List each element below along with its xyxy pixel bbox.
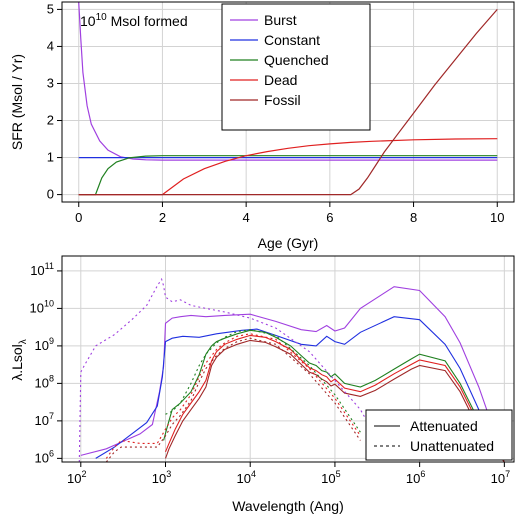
sed-legend-label-unattenuated: Unattenuated xyxy=(410,438,494,454)
sed-series-quenched-unattenuated xyxy=(165,329,361,433)
sed-x-axis: 102 103 104 105 106 107 xyxy=(67,462,510,486)
sed-x-tick-exponent: 6 xyxy=(420,469,425,479)
sed-y-axis-label-sub: λ xyxy=(18,339,29,344)
sfr-x-tick-label: 2 xyxy=(159,210,166,225)
sed-y-tick-label: 1010 xyxy=(30,298,54,315)
sfr-legend-label-fossil: Fossil xyxy=(264,92,301,108)
sfr-x-tick-label: 8 xyxy=(410,210,417,225)
sfr-legend-label-dead: Dead xyxy=(264,72,297,88)
sed-y-tick-label: 107 xyxy=(35,411,54,428)
sfr-plot-frame xyxy=(61,1,515,203)
sed-x-tick-label: 104 xyxy=(236,469,255,486)
sed-y-tick-exponent: 6 xyxy=(49,448,54,458)
sed-x-tick-exponent: 7 xyxy=(505,469,510,479)
sed-x-tick-label: 103 xyxy=(152,469,171,486)
sfr-legend-label-burst: Burst xyxy=(264,12,297,28)
sed-y-tick-label: 1011 xyxy=(30,261,54,278)
sed-y-tick-base: 10 xyxy=(30,300,44,315)
sfr-y-tick-label: 4 xyxy=(47,38,54,53)
sed-panel: 102 103 104 105 106 107 10610710810910101011 … xyxy=(9,255,515,514)
sed-x-tick-base: 10 xyxy=(321,471,335,486)
sed-series-dead-unattenuated xyxy=(105,333,361,459)
sfr-x-axis-label: Age (Gyr) xyxy=(258,235,319,251)
sfr-y-tick-label: 2 xyxy=(47,113,54,128)
sed-y-tick-base: 10 xyxy=(35,413,49,428)
sed-x-axis-label: Wavelength (Ang) xyxy=(232,498,344,514)
sed-y-tick-base: 10 xyxy=(35,375,49,390)
sed-series-group xyxy=(78,277,505,462)
sfr-y-tick-label: 3 xyxy=(47,75,54,90)
sfr-x-tick-label: 4 xyxy=(243,210,250,225)
sfr-y-tick-label: 0 xyxy=(47,187,54,202)
sed-x-tick-base: 10 xyxy=(236,471,250,486)
sed-x-tick-base: 10 xyxy=(67,471,81,486)
sed-series-dead-attenuated xyxy=(164,334,505,462)
sfr-x-tick-label: 6 xyxy=(326,210,333,225)
sfr-legend-label-constant: Constant xyxy=(264,32,320,48)
sed-series-constant-attenuated xyxy=(95,316,505,461)
sed-x-tick-label: 105 xyxy=(321,469,340,486)
sfr-x-axis: 0 2 4 6 8 10 xyxy=(75,202,504,225)
sed-y-tick-exponent: 9 xyxy=(49,336,54,346)
sed-x-tick-base: 10 xyxy=(491,471,505,486)
sed-y-tick-base: 10 xyxy=(30,263,44,278)
mass-formed-annotation: 1010 Msol formed xyxy=(80,12,188,29)
annotation-rest: Msol formed xyxy=(107,13,188,29)
sed-x-tick-label: 102 xyxy=(67,469,86,486)
sed-x-tick-exponent: 5 xyxy=(336,469,341,479)
sed-series-burst-unattenuated xyxy=(78,277,376,462)
sed-y-tick-label: 109 xyxy=(35,336,54,353)
annotation-base: 10 xyxy=(80,13,96,29)
sfr-legend: Burst Constant Quenched Dead Fossil xyxy=(221,3,371,131)
sed-legend: Attenuated Unattenuated xyxy=(365,409,513,461)
sfr-x-tick-label: 10 xyxy=(490,210,504,225)
sfr-y-axis: 0 1 2 3 4 5 xyxy=(47,1,62,202)
sed-series-fossil-unattenuated xyxy=(105,337,361,462)
sfr-y-tick-label: 5 xyxy=(47,1,54,16)
sed-series-burst-attenuated xyxy=(80,286,505,461)
sed-y-tick-base: 10 xyxy=(35,450,49,465)
sed-x-tick-base: 10 xyxy=(406,471,420,486)
sed-y-axis-label: λ.Lsolλ xyxy=(9,339,29,381)
sed-legend-box xyxy=(365,409,513,461)
sed-plot-frame xyxy=(61,255,515,463)
sed-legend-label-attenuated: Attenuated xyxy=(410,418,478,434)
sfr-series-quenched xyxy=(78,155,498,196)
sed-y-axis-label-main: λ.Lsol xyxy=(9,344,25,381)
sfr-panel: 0 2 4 6 8 10 0 1 2 3 4 5 Age (Gyr) SFR (Msol / Yr)… xyxy=(9,1,515,251)
sed-y-tick-exponent: 7 xyxy=(49,411,54,421)
annotation-exponent: 10 xyxy=(96,12,108,23)
sed-x-tick-label: 106 xyxy=(406,469,425,486)
sfr-x-tick-label: 0 xyxy=(75,210,82,225)
sfr-series-fossil xyxy=(78,9,498,196)
sfr-series-group xyxy=(78,2,498,196)
sed-x-tick-base: 10 xyxy=(152,471,166,486)
sed-x-tick-label: 107 xyxy=(491,469,510,486)
sed-y-tick-exponent: 11 xyxy=(45,261,54,271)
sed-y-tick-base: 10 xyxy=(35,338,49,353)
sed-y-tick-label: 108 xyxy=(35,373,54,390)
sed-series-fossil-attenuated xyxy=(164,339,505,462)
sed-x-tick-exponent: 2 xyxy=(82,469,87,479)
sfr-legend-label-quenched: Quenched xyxy=(264,52,329,68)
sed-y-tick-exponent: 10 xyxy=(44,298,54,308)
sed-y-tick-label: 106 xyxy=(35,448,54,465)
sfr-y-tick-label: 1 xyxy=(47,150,54,165)
sfr-series-dead xyxy=(78,138,498,196)
sed-x-tick-exponent: 3 xyxy=(166,469,171,479)
sfr-legend-box xyxy=(221,3,371,131)
sed-x-tick-exponent: 4 xyxy=(251,469,256,479)
sed-y-tick-exponent: 8 xyxy=(49,373,54,383)
sed-series-quenched-attenuated xyxy=(163,329,505,461)
sfr-y-axis-label: SFR (Msol / Yr) xyxy=(9,54,25,150)
